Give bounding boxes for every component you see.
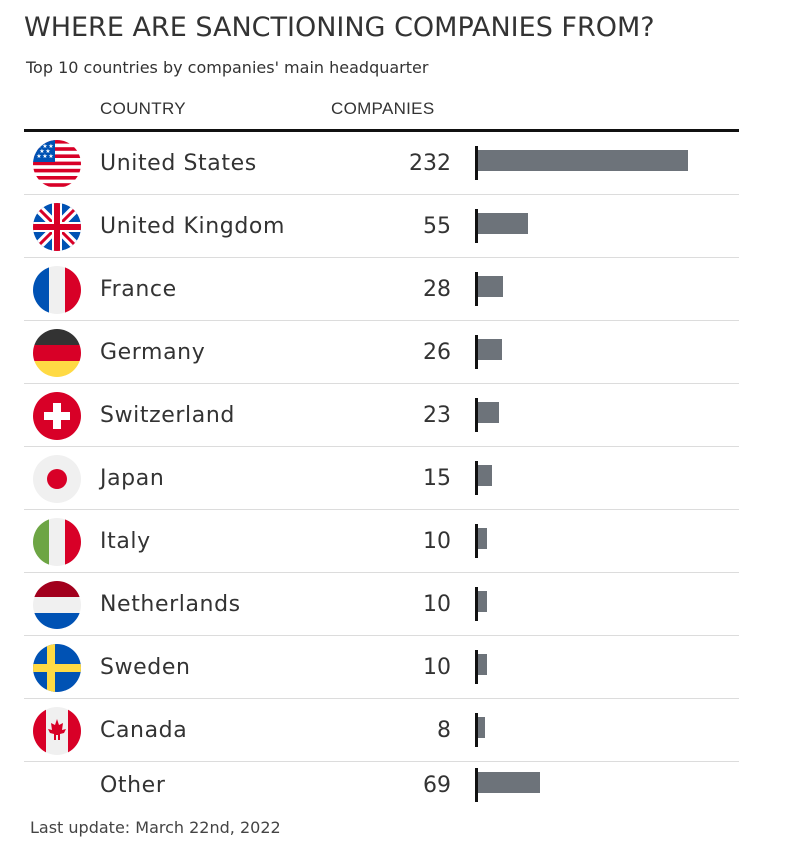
switzerland-flag-icon — [33, 392, 81, 440]
row-divider — [24, 194, 739, 195]
country-name: Sweden — [100, 655, 191, 680]
table-row: Canada 8 — [0, 699, 786, 762]
table-row: France 28 — [0, 258, 786, 321]
bar-mark — [478, 213, 528, 234]
italy-flag-icon — [33, 518, 81, 566]
row-divider — [24, 257, 739, 258]
country-name: Germany — [100, 340, 206, 365]
bar-baseline — [475, 461, 478, 495]
bar-mark — [478, 402, 499, 423]
company-count: 26 — [423, 340, 451, 365]
bar-baseline — [475, 398, 478, 432]
bar-mark — [478, 339, 502, 360]
company-count: 23 — [423, 403, 451, 428]
svg-text:★: ★ — [45, 148, 50, 155]
row-divider — [24, 320, 739, 321]
svg-text:★: ★ — [39, 148, 44, 155]
bar-baseline — [475, 335, 478, 369]
svg-text:★: ★ — [48, 143, 53, 150]
us-flag-icon: ★ ★ ★ ★ ★ ★ ★ ★ — [33, 140, 81, 188]
row-divider — [24, 761, 739, 762]
bar-mark — [478, 591, 487, 612]
france-flag-icon — [33, 266, 81, 314]
row-divider — [24, 509, 739, 510]
bar-baseline — [475, 272, 478, 306]
sweden-flag-icon — [33, 644, 81, 692]
company-count: 10 — [423, 592, 451, 617]
netherlands-flag-icon — [33, 581, 81, 629]
bar-mark — [478, 772, 540, 793]
country-name: United States — [100, 151, 257, 176]
table-row: Sweden 10 — [0, 636, 786, 699]
bar-mark — [478, 150, 688, 171]
company-count: 232 — [409, 151, 451, 176]
bar-baseline — [475, 146, 478, 180]
svg-text:★: ★ — [42, 143, 47, 150]
bar-baseline — [475, 209, 478, 243]
chart-title: WHERE ARE SANCTIONING COMPANIES FROM? — [24, 12, 655, 43]
bar-mark — [478, 528, 487, 549]
company-count: 28 — [423, 277, 451, 302]
germany-flag-icon — [33, 329, 81, 377]
country-name: Japan — [100, 466, 165, 491]
table-row: ★ ★ ★ ★ ★ ★ ★ ★ United States 232 — [0, 132, 786, 195]
svg-text:★: ★ — [36, 153, 41, 160]
bar-baseline — [475, 587, 478, 621]
chart-subtitle: Top 10 countries by companies' main head… — [26, 58, 429, 77]
row-divider — [24, 446, 739, 447]
country-name: Canada — [100, 718, 188, 743]
row-divider — [24, 698, 739, 699]
company-count: 10 — [423, 655, 451, 680]
last-update-note: Last update: March 22nd, 2022 — [30, 818, 281, 837]
country-name: Italy — [100, 529, 151, 554]
row-divider — [24, 383, 739, 384]
company-count: 10 — [423, 529, 451, 554]
company-count: 8 — [437, 718, 451, 743]
table-row: United Kingdom 55 — [0, 195, 786, 258]
table-row: Netherlands 10 — [0, 573, 786, 636]
svg-text:★: ★ — [42, 153, 47, 160]
table-row: Switzerland 23 — [0, 384, 786, 447]
company-count: 15 — [423, 466, 451, 491]
bar-mark — [478, 654, 487, 675]
row-divider — [24, 572, 739, 573]
table-row: Italy 10 — [0, 510, 786, 573]
bar-mark — [478, 276, 503, 297]
table-row: Japan 15 — [0, 447, 786, 510]
column-header-country: COUNTRY — [100, 99, 186, 118]
column-header-companies: COMPANIES — [331, 99, 435, 118]
bar-mark — [478, 717, 485, 738]
bar-baseline — [475, 713, 478, 747]
company-count: 69 — [423, 773, 451, 798]
header-rule — [24, 129, 739, 132]
bar-baseline — [475, 768, 478, 802]
japan-flag-icon — [33, 455, 81, 503]
country-name: Switzerland — [100, 403, 235, 428]
bar-mark — [478, 465, 492, 486]
table-row: Germany 26 — [0, 321, 786, 384]
bar-baseline — [475, 650, 478, 684]
country-name: France — [100, 277, 177, 302]
country-name: Netherlands — [100, 592, 241, 617]
bar-baseline — [475, 524, 478, 558]
row-divider — [24, 635, 739, 636]
company-count: 55 — [423, 214, 451, 239]
canada-flag-icon — [33, 707, 81, 755]
svg-text:★: ★ — [48, 153, 53, 160]
table-row: Other 69 — [0, 762, 786, 810]
uk-flag-icon — [33, 203, 81, 251]
country-name: United Kingdom — [100, 214, 285, 239]
country-name: Other — [100, 773, 166, 798]
